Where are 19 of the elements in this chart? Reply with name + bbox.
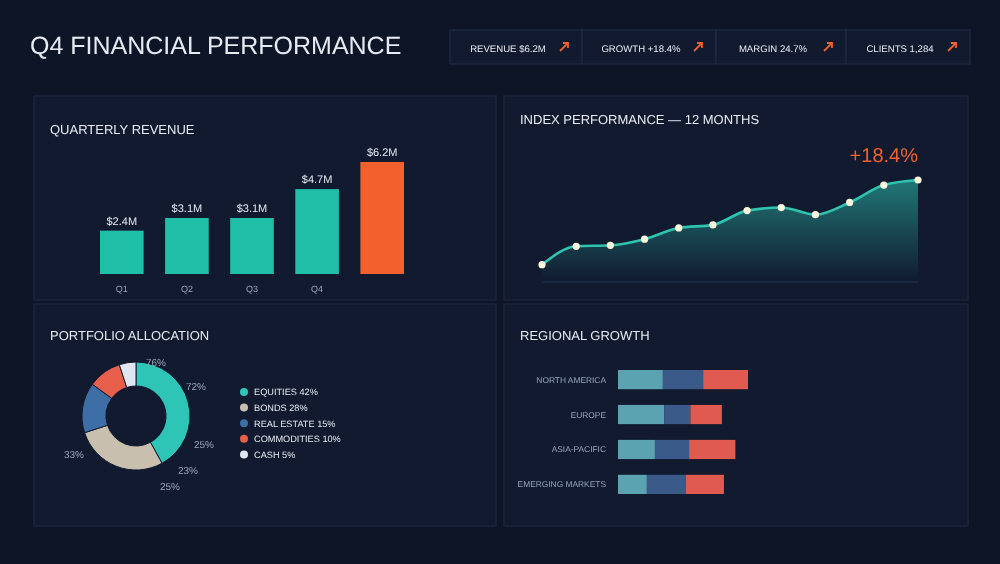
bar bbox=[230, 218, 274, 274]
bar bbox=[654, 439, 690, 460]
bar bbox=[662, 370, 704, 390]
bar bbox=[165, 218, 209, 274]
bar bbox=[618, 404, 665, 425]
text: +18.4% bbox=[849, 146, 919, 168]
bar bbox=[618, 439, 655, 460]
bar bbox=[685, 474, 724, 494]
bar bbox=[689, 439, 736, 460]
bar bbox=[664, 404, 691, 425]
bar bbox=[690, 404, 722, 425]
bar bbox=[703, 370, 748, 390]
text: Q4 FINANCIAL PERFORMANCE bbox=[30, 32, 402, 60]
bar bbox=[646, 474, 686, 494]
bar bbox=[100, 230, 144, 274]
bar bbox=[618, 474, 647, 494]
bar bbox=[618, 370, 663, 390]
bar bbox=[295, 189, 339, 274]
bar bbox=[360, 162, 404, 274]
